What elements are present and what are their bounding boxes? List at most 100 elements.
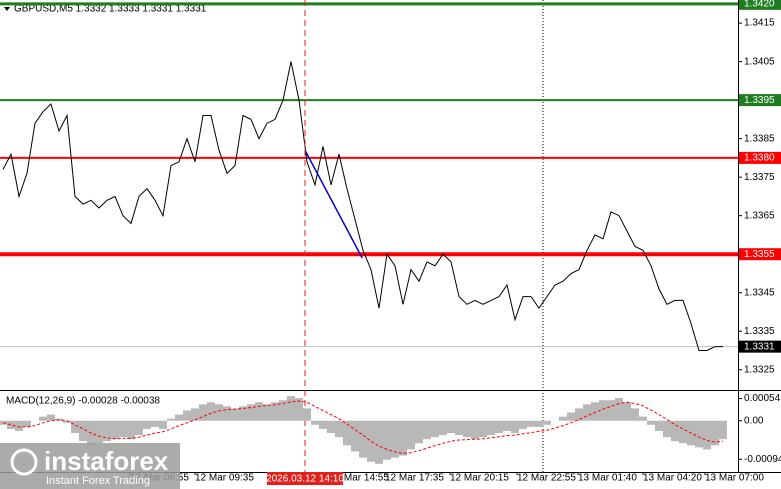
macd-bar xyxy=(607,400,615,421)
macd-bar xyxy=(383,420,391,460)
macd-bar xyxy=(255,402,263,421)
macd-bar xyxy=(511,420,519,434)
x-tick-label: 13 Mar 04:20 xyxy=(643,473,702,484)
macd-bar xyxy=(519,420,527,429)
macd-bar xyxy=(719,420,727,440)
x-tick-label: 12 Mar 20:15 xyxy=(450,473,509,484)
y-tick-label: 1.3325 xyxy=(744,364,775,375)
macd-bar xyxy=(223,406,231,421)
macd-bar xyxy=(455,420,463,436)
macd-bar xyxy=(591,402,599,421)
macd-bar xyxy=(535,420,543,427)
y-tick-label: 0.00054 xyxy=(744,393,781,404)
macd-bar xyxy=(559,416,567,421)
macd-bar xyxy=(335,420,343,438)
level-label: 1.3420 xyxy=(744,0,775,9)
macd-bar xyxy=(47,414,55,421)
macd-bar xyxy=(7,420,15,429)
y-tick-label: 1.3405 xyxy=(744,56,775,67)
macd-bar xyxy=(159,420,167,429)
macd-bar xyxy=(599,400,607,421)
y-tick-label: 1.3385 xyxy=(744,133,775,144)
x-tick-label: 12 Mar 17:35 xyxy=(385,473,444,484)
macd-bar xyxy=(567,412,575,421)
macd-bar xyxy=(655,420,663,431)
macd-bar xyxy=(439,420,447,436)
macd-bar xyxy=(79,420,87,442)
y-tick-label: 1.3345 xyxy=(744,287,775,298)
macd-bar xyxy=(695,420,703,448)
macd-bar xyxy=(15,420,23,431)
trend-line xyxy=(304,149,363,259)
macd-bar xyxy=(95,420,103,444)
macd-bar xyxy=(287,396,295,421)
macd-bar xyxy=(167,418,175,421)
macd-bar xyxy=(239,406,247,421)
macd-bar xyxy=(407,420,415,450)
macd-bar xyxy=(631,408,639,421)
macd-bar xyxy=(63,420,71,423)
x-tick-label: 12 Mar 09:35 xyxy=(195,473,254,484)
macd-signal xyxy=(2,400,724,455)
macd-bar xyxy=(303,408,311,421)
macd-bar xyxy=(263,404,271,421)
level-label: 1.3395 xyxy=(744,95,775,106)
macd-bar xyxy=(351,420,359,452)
macd-bar xyxy=(375,420,383,464)
macd-bar xyxy=(431,420,439,438)
macd-bar xyxy=(151,420,159,427)
level-label: 1.3355 xyxy=(744,249,775,260)
macd-bar xyxy=(295,398,303,421)
menu-arrow[interactable] xyxy=(4,7,10,11)
macd-bar xyxy=(671,420,679,442)
x-tick-label: 12 Mar 14:55 xyxy=(330,473,389,484)
macd-bar xyxy=(23,420,31,427)
y-tick-label: 1.3375 xyxy=(744,172,775,183)
macd-bar xyxy=(503,420,511,431)
current-price-box xyxy=(739,340,781,353)
y-tick-label: -0.00094 xyxy=(744,454,781,465)
macd-bar xyxy=(247,404,255,421)
macd-bar xyxy=(231,408,239,421)
macd-bar xyxy=(215,404,223,421)
macd-bar xyxy=(479,420,487,438)
macd-bar xyxy=(271,402,279,421)
y-tick-label: 1.3365 xyxy=(744,210,775,221)
macd-bar xyxy=(327,420,335,434)
macd-bar xyxy=(135,420,143,436)
macd-bar xyxy=(391,420,399,458)
macd-bar xyxy=(495,420,503,434)
macd-bar xyxy=(471,420,479,440)
macd-bar xyxy=(447,420,455,434)
macd-bar xyxy=(175,414,183,421)
macd-title: MACD(12,26,9) -0.00028 -0.00038 xyxy=(6,396,160,407)
watermark-tagline: Instant Forex Trading xyxy=(46,475,150,487)
watermark-icon xyxy=(10,448,38,476)
macd-bar xyxy=(575,408,583,421)
macd-bar xyxy=(183,410,191,421)
macd-bar xyxy=(711,420,719,446)
macd-bar xyxy=(191,408,199,421)
macd-bar xyxy=(199,404,207,421)
macd-bar xyxy=(679,420,687,444)
macd-bar xyxy=(343,420,351,446)
macd-bar xyxy=(103,420,111,442)
x-tick-label: 13 Mar 01:40 xyxy=(578,473,637,484)
crosshair-label: 2026.03.12 14:10 xyxy=(266,474,344,485)
macd-bar xyxy=(207,402,215,421)
y-tick-label: 1.3415 xyxy=(744,18,775,29)
macd-bar xyxy=(119,420,127,438)
macd-bar xyxy=(359,420,367,458)
macd-bar xyxy=(319,420,327,429)
macd-bar xyxy=(367,420,375,462)
macd-bar xyxy=(71,420,79,434)
chart-title: GBPUSD,M5 1.3332 1.3333 1.3331 1.3331 xyxy=(14,4,207,15)
macd-bar xyxy=(463,420,471,438)
x-tick-label: 12 Mar 22:55 xyxy=(517,473,576,484)
crosshair-label-box xyxy=(267,472,343,485)
level-label-box xyxy=(739,151,781,164)
macd-bar xyxy=(415,420,423,444)
macd-bar xyxy=(639,416,647,421)
